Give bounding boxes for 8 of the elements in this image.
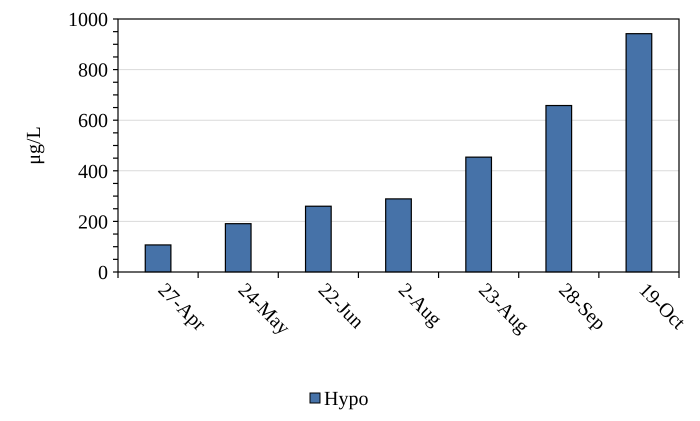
y-tick-label: 200 bbox=[78, 211, 108, 234]
legend-label: Hypo bbox=[324, 388, 368, 410]
y-tick-label: 800 bbox=[78, 60, 108, 82]
y-axis-title: μg/L bbox=[23, 126, 45, 165]
y-tick-label: 400 bbox=[78, 160, 108, 183]
y-tick-label: 0 bbox=[98, 262, 108, 284]
y-tick-label: 600 bbox=[78, 110, 108, 132]
y-tick-label: 1000 bbox=[68, 9, 108, 31]
